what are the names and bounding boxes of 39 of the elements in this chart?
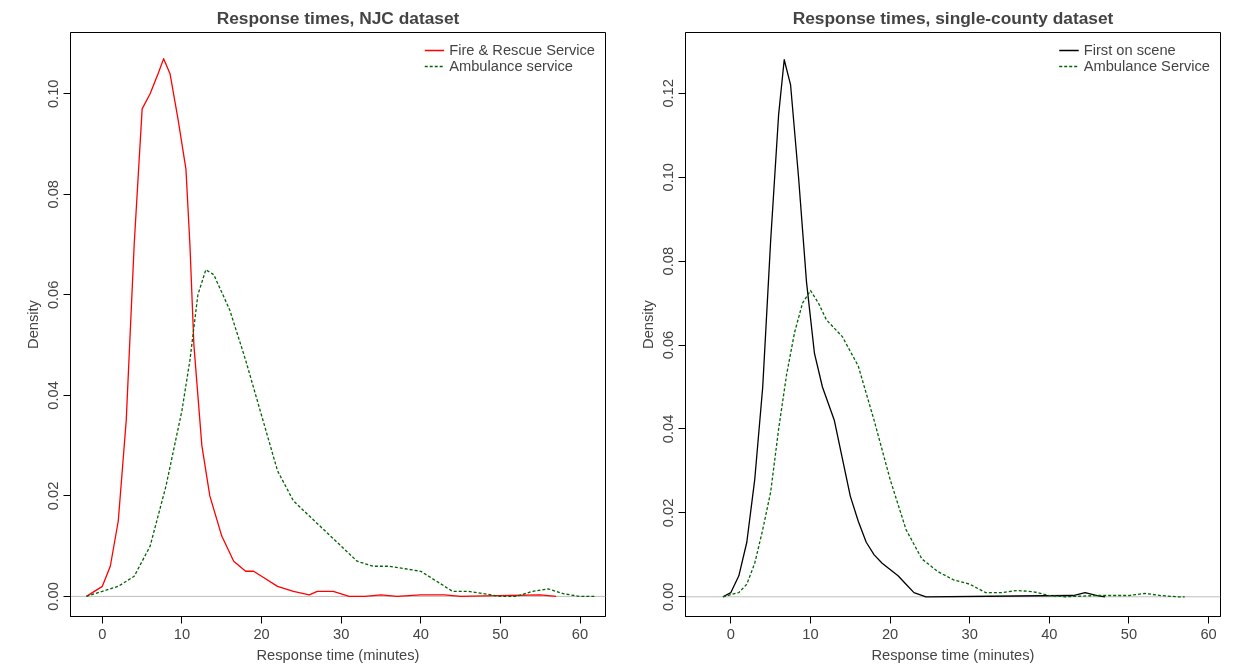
x-tick-label: 60 (571, 625, 589, 642)
x-tick-label: 30 (333, 625, 350, 642)
chart-title: Response times, single-county dataset (792, 7, 1114, 28)
x-tick-label: 20 (253, 625, 270, 642)
x-tick-label: 10 (802, 625, 819, 642)
y-tick-label: 0.02 (45, 481, 62, 511)
y-tick-label: 0.08 (660, 246, 677, 276)
x-axis-title: Response time (minutes) (256, 646, 420, 663)
x-tick-label: 50 (492, 625, 509, 642)
y-tick-label: 0.10 (45, 79, 62, 109)
y-tick-label: 0.12 (660, 79, 677, 108)
legend-label: First on scene (1083, 42, 1176, 58)
legend-label: Ambulance Service (1083, 58, 1210, 74)
y-tick-label: 0.00 (660, 582, 677, 612)
chart-title: Response times, NJC dataset (216, 7, 460, 28)
y-tick-label: 0.04 (660, 414, 677, 444)
legend-label: Ambulance service (449, 58, 574, 74)
x-axis-title: Response time (minutes) (871, 646, 1035, 663)
x-tick-label: 0 (98, 625, 107, 642)
y-tick-label: 0.00 (45, 582, 62, 611)
x-tick-label: 60 (1200, 625, 1217, 642)
y-axis-title: Density (24, 299, 41, 349)
x-tick-label: 20 (881, 625, 899, 642)
x-tick-label: 50 (1120, 625, 1138, 642)
line-series (722, 289, 1186, 598)
y-axis-title: Density (639, 299, 656, 349)
line-series (85, 269, 597, 598)
x-tick-label: 30 (961, 625, 978, 642)
x-tick-label: 40 (412, 625, 429, 642)
y-tick-label: 0.02 (660, 498, 677, 528)
x-tick-label: 40 (1041, 625, 1058, 642)
legend-label: Fire & Rescue Service (449, 42, 595, 58)
y-tick-label: 0.06 (45, 280, 62, 310)
y-tick-label: 0.04 (45, 381, 62, 410)
y-tick-label: 0.10 (660, 162, 677, 192)
x-tick-label: 0 (726, 625, 735, 642)
y-tick-label: 0.06 (660, 330, 677, 360)
y-tick-label: 0.08 (45, 180, 62, 209)
x-tick-label: 10 (173, 625, 191, 642)
